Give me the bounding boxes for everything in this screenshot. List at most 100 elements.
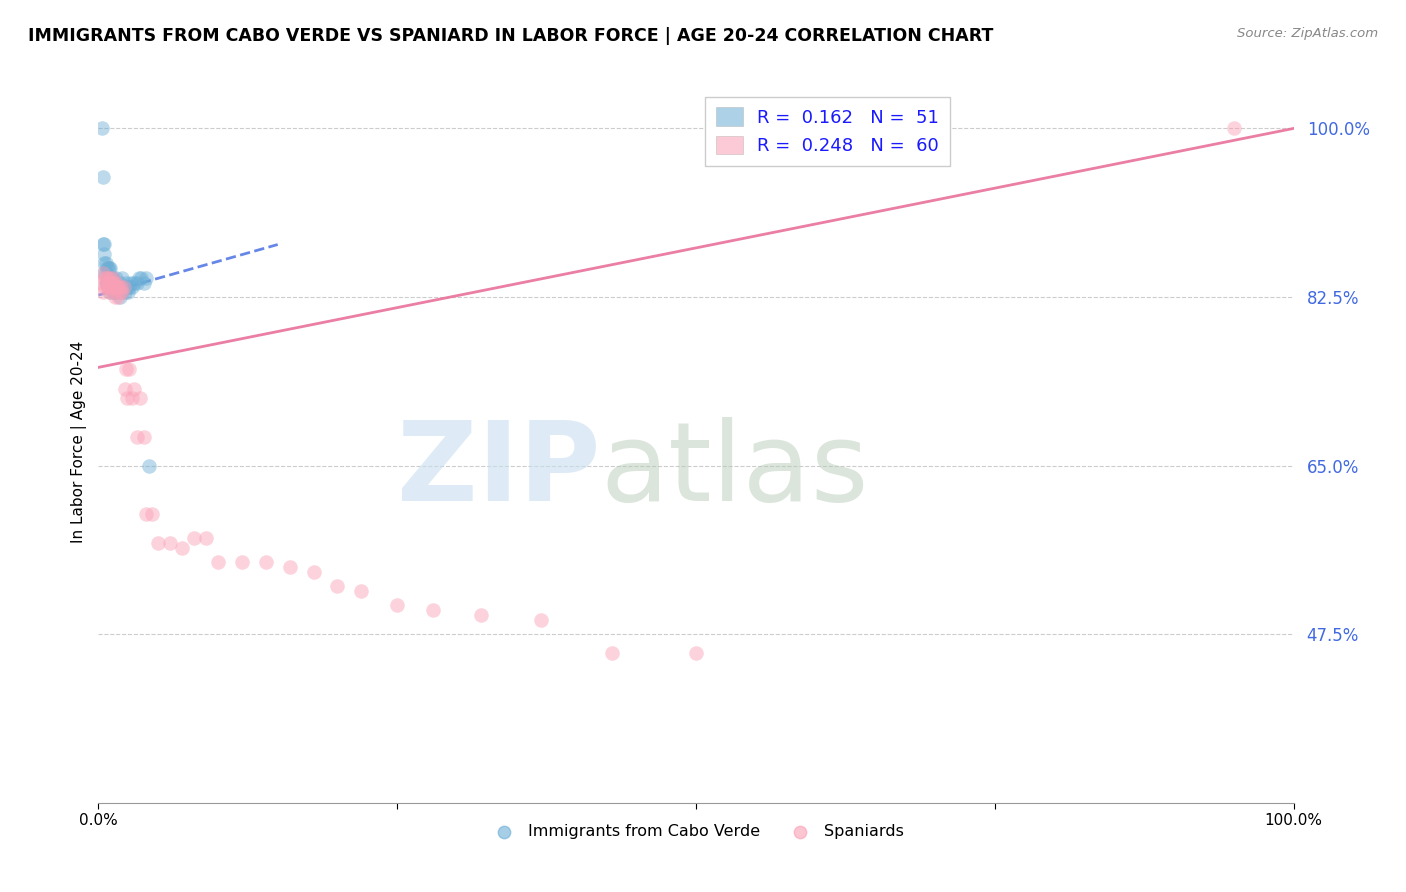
Point	[132, 430, 155, 444]
Point	[118, 362, 141, 376]
Point	[110, 280, 132, 294]
Point	[100, 270, 122, 285]
Point	[93, 280, 115, 294]
Point	[110, 280, 132, 294]
Point	[91, 285, 114, 300]
Point	[103, 276, 125, 290]
Point	[112, 280, 135, 294]
Point	[685, 647, 707, 661]
Point	[135, 507, 157, 521]
Point	[103, 285, 125, 300]
Point	[105, 270, 128, 285]
Point	[124, 276, 146, 290]
Point	[91, 266, 114, 280]
Point	[97, 261, 120, 276]
Point	[107, 280, 129, 294]
Point	[326, 579, 349, 593]
Point	[111, 285, 134, 300]
Point	[111, 270, 134, 285]
Point	[94, 266, 117, 280]
Point	[115, 362, 138, 376]
Point	[207, 555, 229, 569]
Point	[112, 280, 135, 294]
Point	[93, 246, 115, 260]
Point	[101, 285, 124, 300]
Point	[98, 270, 122, 285]
Point	[278, 559, 301, 574]
Point	[135, 270, 157, 285]
Point	[94, 276, 117, 290]
Point	[121, 280, 143, 294]
Point	[107, 280, 129, 294]
Point	[100, 280, 122, 294]
Point	[125, 430, 148, 444]
Point	[98, 285, 122, 300]
Point	[107, 280, 129, 294]
Point	[141, 507, 163, 521]
Point	[114, 382, 136, 396]
Point	[93, 266, 115, 280]
Point	[108, 276, 131, 290]
Point	[470, 607, 492, 622]
Point	[105, 276, 128, 290]
Text: IMMIGRANTS FROM CABO VERDE VS SPANIARD IN LABOR FORCE | AGE 20-24 CORRELATION CH: IMMIGRANTS FROM CABO VERDE VS SPANIARD I…	[28, 27, 994, 45]
Point	[115, 280, 138, 294]
Point	[98, 261, 121, 276]
Point	[121, 391, 143, 405]
Point	[385, 599, 409, 613]
Point	[350, 583, 373, 598]
Point	[104, 290, 127, 304]
Point	[107, 285, 129, 300]
Point	[125, 276, 148, 290]
Point	[129, 391, 152, 405]
Point	[231, 555, 253, 569]
Point	[100, 276, 122, 290]
Point	[105, 280, 128, 294]
Point	[104, 276, 127, 290]
Point	[131, 270, 153, 285]
Point	[115, 276, 138, 290]
Point	[118, 280, 141, 294]
Point	[120, 276, 142, 290]
Point	[96, 261, 118, 276]
Point	[98, 270, 122, 285]
Point	[254, 555, 277, 569]
Point	[159, 535, 181, 549]
Point	[101, 270, 124, 285]
Point	[97, 270, 120, 285]
Point	[107, 290, 129, 304]
Point	[1223, 121, 1246, 136]
Point	[91, 237, 114, 252]
Point	[108, 285, 131, 300]
Point	[602, 647, 624, 661]
Point	[98, 280, 121, 294]
Point	[93, 237, 115, 252]
Point	[111, 285, 134, 300]
Point	[422, 603, 444, 617]
Point	[98, 261, 122, 276]
Point	[124, 382, 146, 396]
Point	[91, 169, 114, 184]
Text: Source: ZipAtlas.com: Source: ZipAtlas.com	[1237, 27, 1378, 40]
Point	[530, 613, 553, 627]
Point	[98, 276, 121, 290]
Point	[93, 256, 115, 270]
Point	[94, 256, 117, 270]
Y-axis label: In Labor Force | Age 20-24: In Labor Force | Age 20-24	[72, 341, 87, 542]
Point	[183, 531, 205, 545]
Point	[101, 270, 124, 285]
Point	[148, 535, 170, 549]
Point	[91, 276, 114, 290]
Point	[114, 285, 136, 300]
Point	[195, 531, 218, 545]
Point	[172, 541, 194, 555]
Point	[115, 391, 138, 405]
Point	[302, 565, 325, 579]
Point	[97, 280, 120, 294]
Point	[96, 276, 118, 290]
Point	[103, 285, 125, 300]
Point	[94, 270, 117, 285]
Point	[91, 121, 114, 136]
Point	[104, 280, 127, 294]
Point	[96, 276, 118, 290]
